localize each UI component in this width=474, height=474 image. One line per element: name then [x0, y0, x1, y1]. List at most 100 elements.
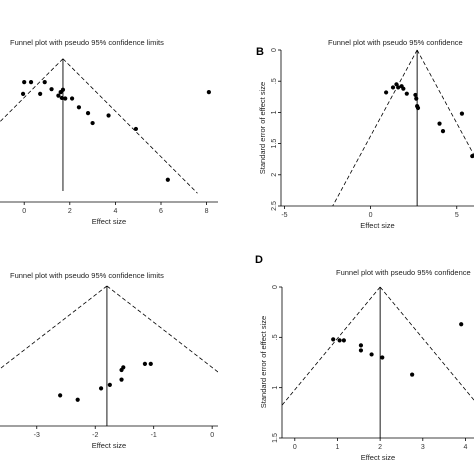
- study-point: [459, 111, 465, 116]
- x-tick-label: 2: [378, 444, 382, 451]
- study-point: [59, 95, 64, 101]
- x-tick-label: 1: [336, 444, 340, 451]
- x-tick-label: 0: [210, 432, 214, 439]
- study-point: [404, 91, 409, 96]
- x-tick-label: 0: [293, 444, 297, 451]
- x-tick-label: -5: [281, 212, 287, 219]
- x-tick-label: 6: [159, 208, 163, 215]
- x-tick-label: 4: [464, 444, 468, 451]
- x-axis-label: Effect size: [361, 453, 395, 462]
- study-point: [470, 153, 474, 159]
- y-axis-label: Standard error of effect size: [258, 82, 267, 174]
- study-point: [20, 91, 26, 96]
- y-tick-label: 1.5: [272, 433, 279, 443]
- x-tick-label: 0: [369, 212, 373, 219]
- panel-title: Funnel plot with pseudo 95% confidence l…: [10, 38, 164, 47]
- panel-title: Funnel plot with pseudo 95% confidence l…: [10, 271, 164, 280]
- study-point: [331, 337, 336, 342]
- study-point: [58, 393, 63, 398]
- confidence-limit-right: [106, 285, 218, 373]
- study-point: [396, 85, 401, 90]
- study-point: [56, 93, 61, 98]
- confidence-limit-right: [379, 286, 474, 401]
- study-point: [107, 382, 112, 387]
- y-tick-label: 1: [272, 386, 279, 390]
- confidence-limit-left: [282, 286, 381, 406]
- confidence-limit-right: [416, 49, 474, 156]
- x-tick-label: -3: [34, 432, 40, 439]
- study-point: [390, 85, 396, 90]
- study-point: [60, 87, 66, 92]
- x-tick-label: 5: [455, 212, 459, 219]
- study-point: [165, 177, 170, 182]
- study-point: [38, 91, 43, 96]
- study-point: [410, 372, 415, 377]
- study-point: [401, 86, 406, 91]
- y-tick-label: 0: [271, 48, 278, 52]
- panel-title: Funnel plot with pseudo 95% confidence: [336, 268, 471, 277]
- y-tick-label: 0: [272, 285, 279, 289]
- study-point: [85, 111, 91, 116]
- confidence-limit-right: [62, 58, 198, 194]
- x-tick-label: 8: [205, 208, 209, 215]
- x-tick-label: -1: [151, 432, 157, 439]
- study-point: [384, 90, 389, 95]
- study-point: [358, 343, 364, 348]
- study-point: [415, 105, 421, 111]
- study-point: [341, 338, 346, 343]
- study-point: [42, 80, 47, 85]
- panel-letter: D: [255, 254, 263, 266]
- study-point: [440, 129, 446, 134]
- study-point: [121, 365, 126, 370]
- confidence-limit-left: [0, 285, 108, 370]
- x-tick-label: 3: [421, 444, 425, 451]
- x-tick-label: 0: [22, 208, 26, 215]
- study-point: [148, 361, 153, 366]
- study-point: [49, 87, 54, 92]
- x-tick-label: -2: [92, 432, 98, 439]
- y-tick-label: 2: [271, 173, 278, 177]
- funnel-panel-1: 0 2 4 6 8 Effect size Funnel plot with pseudo …: [0, 38, 218, 226]
- study-point: [69, 96, 75, 101]
- study-point: [394, 82, 399, 87]
- study-point: [106, 113, 111, 118]
- y-tick-label: 2.5: [271, 201, 278, 211]
- y-axis-label: Standard error of effect size: [259, 316, 268, 408]
- y-tick-label: 1: [271, 110, 278, 114]
- study-point: [337, 338, 342, 343]
- x-axis-label: Effect size: [92, 217, 126, 226]
- study-point: [369, 352, 374, 357]
- x-axis-label: Effect size: [360, 221, 394, 230]
- study-point: [459, 322, 464, 327]
- funnel-panel-2: -5 0 5 0 .5 1 1.5 2 2.5 Effect size Standard error…: [256, 38, 474, 230]
- y-tick-label: 1.5: [271, 139, 278, 149]
- study-point: [142, 361, 148, 366]
- study-point: [76, 105, 82, 110]
- study-point: [437, 121, 442, 126]
- x-tick-label: 4: [113, 208, 117, 215]
- confidence-limit-left: [0, 58, 64, 123]
- funnel-panel-3: -3 -2 -1 0 Effect size Funnel plot with pseud…: [0, 271, 218, 450]
- y-tick-label: .5: [272, 334, 279, 340]
- x-axis-label: Effect size: [92, 441, 126, 450]
- study-point: [90, 120, 95, 126]
- x-tick-label: 2: [68, 208, 72, 215]
- study-point: [28, 80, 34, 85]
- study-point: [22, 80, 27, 85]
- panel-title: Funnel plot with pseudo 95% confidence: [328, 38, 463, 47]
- panel-letter: B: [256, 46, 264, 58]
- study-point: [98, 386, 104, 391]
- study-point: [119, 377, 124, 382]
- study-point: [75, 397, 80, 402]
- study-point: [63, 96, 68, 101]
- funnel-panel-4: 0 1 2 3 4 0 .5 1 1.5 Effect size Standard error of…: [255, 254, 474, 462]
- study-point: [133, 126, 139, 132]
- study-point: [358, 348, 364, 353]
- study-point: [413, 92, 418, 98]
- study-point: [206, 89, 211, 95]
- study-point: [414, 96, 419, 101]
- confidence-limit-left: [332, 49, 418, 206]
- study-point: [380, 355, 385, 360]
- y-tick-label: .5: [271, 78, 278, 84]
